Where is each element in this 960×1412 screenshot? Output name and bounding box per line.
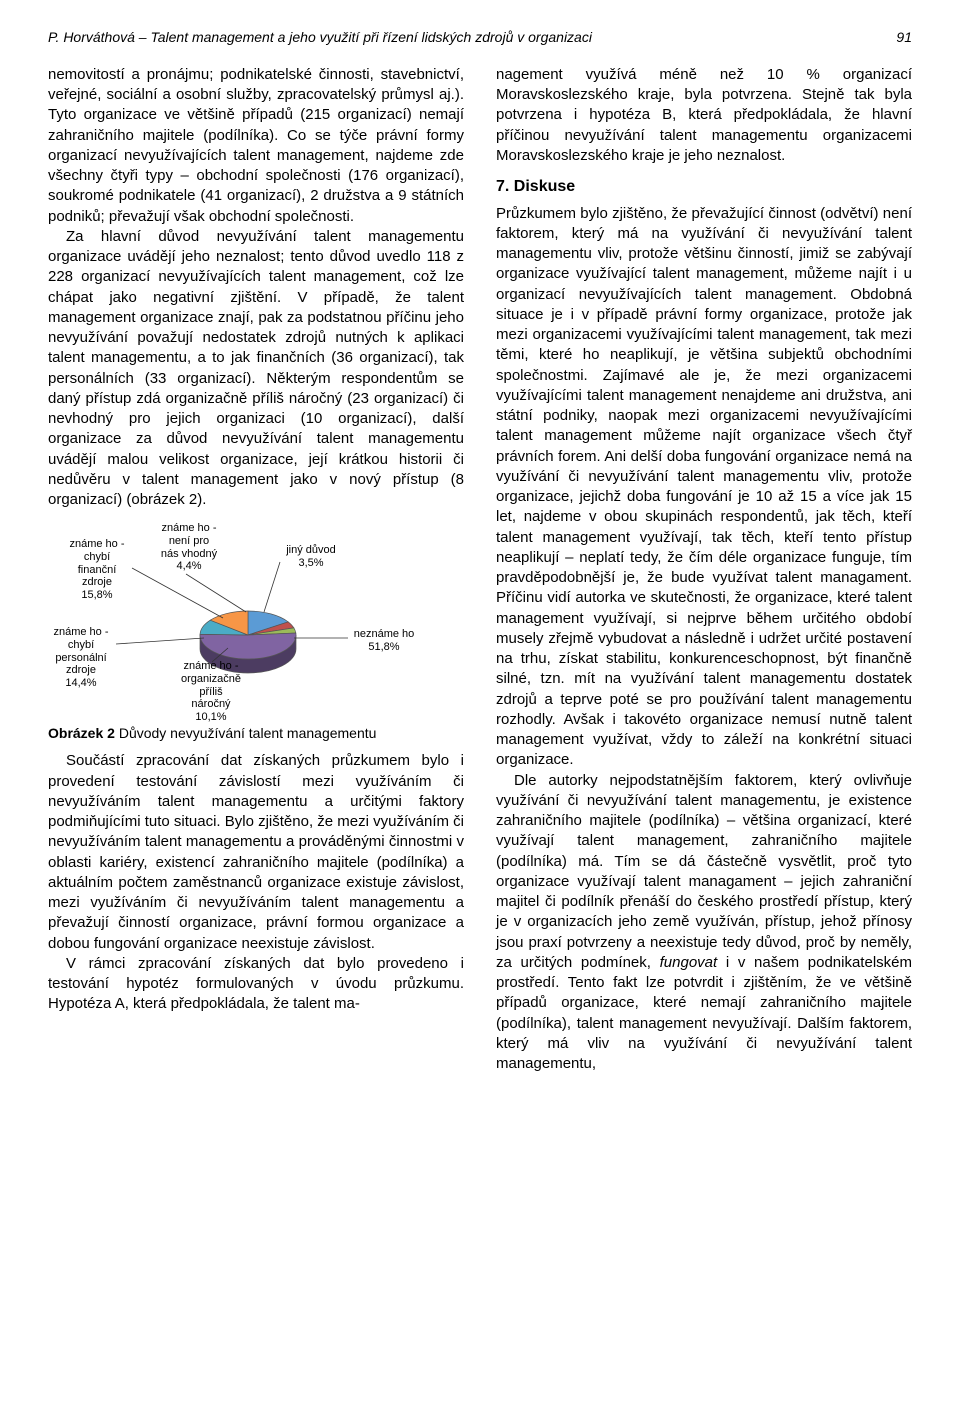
left-column: nemovitostí a pronájmu; podnikatelské či… — [48, 65, 464, 1075]
pie-label-finance: známe ho - chybí finanční zdroje 15,8% — [64, 538, 130, 601]
chart-caption: Obrázek 2 Důvody nevyužívání talent mana… — [48, 724, 464, 743]
right-p3: Dle autorky nejpodstatnějším faktorem, k… — [496, 771, 912, 1075]
pie-label-other: jiný důvod 3,5% — [278, 544, 344, 569]
right-p3-italic: fungovat — [660, 954, 718, 971]
pie-chart: známe ho - chybí finanční zdroje 15,8% z… — [48, 520, 464, 720]
right-p3-b: i v našem podnikatelském prostředí. Tent… — [496, 954, 912, 1072]
pie-label-personal: známe ho - chybí personální zdroje 14,4% — [48, 626, 114, 689]
right-column: nagement využívá méně než 10 % organizac… — [496, 65, 912, 1075]
left-p3: Součástí zpracování dat získaných průzku… — [48, 751, 464, 954]
left-p1: nemovitostí a pronájmu; podnikatelské či… — [48, 65, 464, 227]
running-title: P. Horváthová – Talent management a jeho… — [48, 28, 592, 47]
section-7-title: 7. Diskuse — [496, 176, 912, 198]
left-p4: V rámci zpracování získaných dat bylo pr… — [48, 954, 464, 1015]
page-header: P. Horváthová – Talent management a jeho… — [48, 28, 912, 47]
right-p1: nagement využívá méně než 10 % organizac… — [496, 65, 912, 166]
chart-caption-text: Důvody nevyužívání talent managementu — [115, 725, 377, 741]
two-column-layout: nemovitostí a pronájmu; podnikatelské či… — [48, 65, 912, 1075]
page-number: 91 — [896, 28, 912, 47]
right-p3-a: Dle autorky nejpodstatnějším faktorem, k… — [496, 772, 912, 971]
chart-caption-prefix: Obrázek 2 — [48, 725, 115, 741]
pie-label-org: známe ho - organizačně příliš náročný 10… — [174, 660, 248, 723]
right-p2: Průzkumem bylo zjištěno, že převažující … — [496, 204, 912, 771]
pie-label-unknown: neznáme ho 51,8% — [348, 628, 420, 653]
left-p2: Za hlavní důvod nevyužívání talent manag… — [48, 227, 464, 511]
pie-label-notsuit: známe ho - není pro nás vhodný 4,4% — [156, 522, 222, 573]
